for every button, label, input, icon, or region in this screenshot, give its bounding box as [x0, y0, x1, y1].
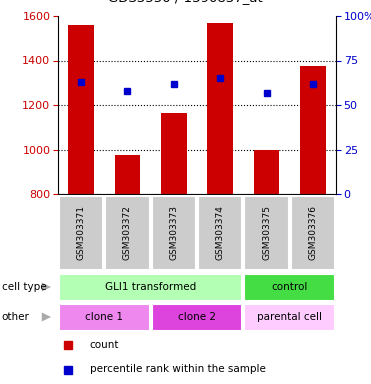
Text: percentile rank within the sample: percentile rank within the sample — [90, 364, 266, 374]
Text: GSM303373: GSM303373 — [169, 205, 178, 260]
Bar — [105, 195, 150, 270]
Bar — [115, 155, 140, 194]
Text: GSM303371: GSM303371 — [77, 205, 86, 260]
Bar — [59, 303, 150, 331]
Polygon shape — [42, 313, 51, 321]
Text: GSM303376: GSM303376 — [308, 205, 317, 260]
Text: GLI1 transformed: GLI1 transformed — [105, 282, 196, 292]
Text: GSM303372: GSM303372 — [123, 205, 132, 260]
Bar — [300, 66, 326, 194]
Bar — [207, 23, 233, 194]
Bar — [244, 273, 335, 301]
Bar — [244, 195, 289, 270]
Text: GSM303374: GSM303374 — [216, 205, 225, 260]
Bar — [290, 195, 335, 270]
Text: GSM303375: GSM303375 — [262, 205, 271, 260]
Text: clone 2: clone 2 — [178, 312, 216, 322]
Text: other: other — [2, 312, 30, 322]
Text: clone 1: clone 1 — [85, 312, 123, 322]
Text: GDS3550 / 1390837_at: GDS3550 / 1390837_at — [108, 0, 263, 4]
Text: control: control — [272, 282, 308, 292]
Bar — [161, 113, 187, 194]
Polygon shape — [42, 283, 51, 291]
Bar — [198, 195, 242, 270]
Bar — [152, 195, 196, 270]
Bar — [59, 273, 242, 301]
Bar — [254, 149, 279, 194]
Text: parental cell: parental cell — [257, 312, 322, 322]
Bar — [152, 303, 242, 331]
Bar — [59, 195, 104, 270]
Bar — [68, 25, 94, 194]
Text: count: count — [90, 339, 119, 349]
Bar — [244, 303, 335, 331]
Text: cell type: cell type — [2, 282, 46, 292]
